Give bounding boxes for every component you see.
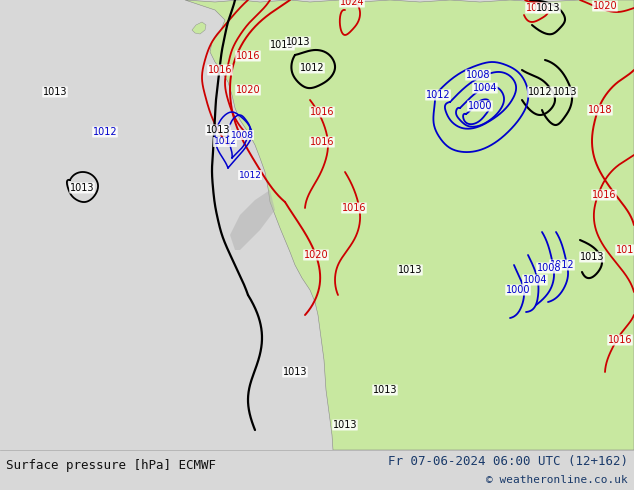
Text: 1012: 1012 (93, 127, 117, 137)
Text: 1018: 1018 (616, 245, 634, 255)
Text: 1024: 1024 (340, 0, 365, 7)
Text: Surface pressure [hPa] ECMWF: Surface pressure [hPa] ECMWF (6, 459, 216, 472)
Text: 1012: 1012 (300, 63, 325, 73)
Text: 1013: 1013 (42, 87, 67, 97)
Text: 1013: 1013 (553, 87, 577, 97)
Text: 1012: 1012 (214, 138, 236, 147)
Text: 1008: 1008 (537, 263, 561, 273)
Text: 1016: 1016 (310, 137, 334, 147)
Text: 1012: 1012 (550, 260, 574, 270)
Text: © weatheronline.co.uk: © weatheronline.co.uk (486, 475, 628, 485)
Text: 1013: 1013 (373, 385, 398, 395)
Text: 1013: 1013 (206, 125, 230, 135)
Text: 1013: 1013 (70, 183, 94, 193)
Text: 1012: 1012 (527, 87, 552, 97)
Text: 1016: 1016 (342, 203, 366, 213)
Text: 1013: 1013 (579, 252, 604, 262)
Text: 1016: 1016 (592, 190, 616, 200)
Text: 1004: 1004 (523, 275, 547, 285)
Text: 1013: 1013 (333, 420, 357, 430)
Text: 1018: 1018 (588, 105, 612, 115)
Polygon shape (230, 190, 275, 250)
Text: 1000: 1000 (506, 285, 530, 295)
Text: 1012: 1012 (425, 90, 450, 100)
Text: 1013: 1013 (283, 367, 307, 377)
Polygon shape (192, 22, 206, 34)
Text: 1013: 1013 (398, 265, 422, 275)
Text: 1008: 1008 (466, 70, 490, 80)
Text: 1013: 1013 (269, 40, 294, 50)
Text: 1012: 1012 (238, 171, 261, 179)
Text: 1013: 1013 (536, 3, 560, 13)
Text: 1020: 1020 (236, 85, 261, 95)
Text: 1004: 1004 (473, 83, 497, 93)
Polygon shape (185, 0, 634, 450)
Text: Fr 07-06-2024 06:00 UTC (12+162): Fr 07-06-2024 06:00 UTC (12+162) (387, 455, 628, 467)
Text: 1020: 1020 (593, 1, 618, 11)
Text: 1020: 1020 (304, 250, 328, 260)
Text: 1016: 1016 (310, 107, 334, 117)
Text: 1016: 1016 (208, 65, 232, 75)
Text: 1016: 1016 (236, 51, 260, 61)
Text: 1013: 1013 (286, 37, 310, 47)
Text: 1000: 1000 (468, 101, 492, 111)
Text: 1008: 1008 (231, 130, 254, 140)
Text: 1016: 1016 (608, 335, 632, 345)
Text: 1016: 1016 (526, 3, 550, 13)
